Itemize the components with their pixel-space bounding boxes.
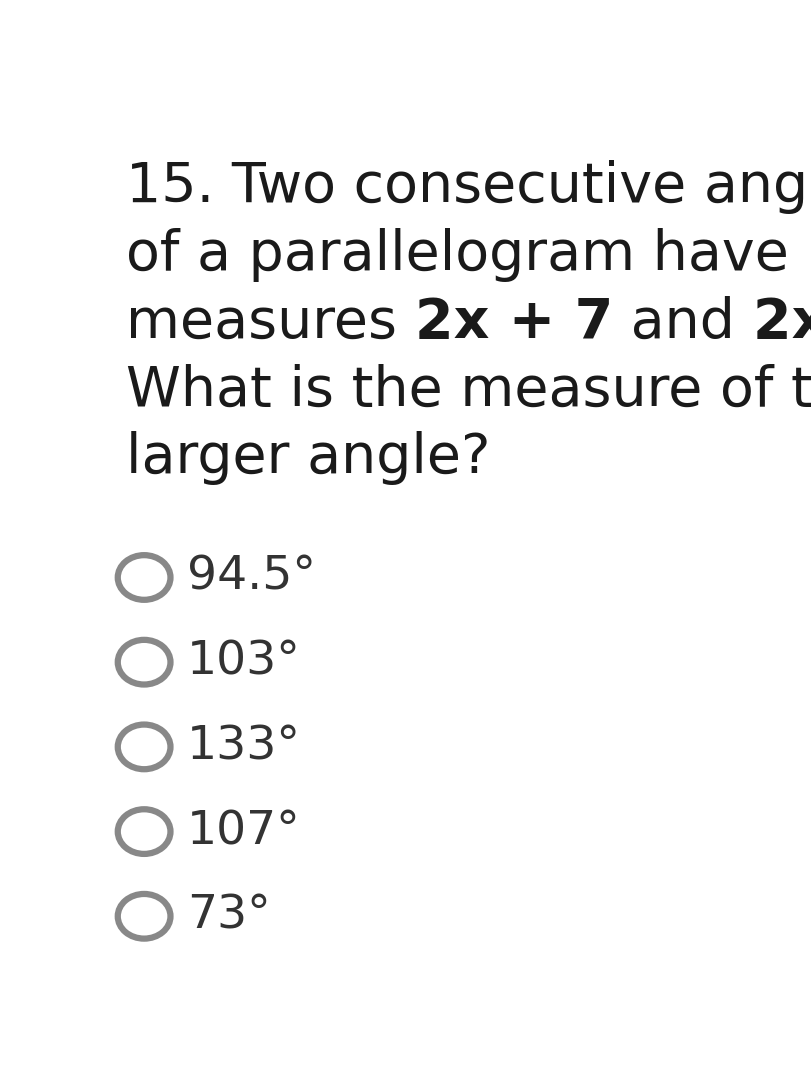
- Text: 107°: 107°: [187, 809, 300, 854]
- Text: measures: measures: [127, 296, 414, 349]
- Text: 2x – 2: 2x – 2: [752, 296, 811, 349]
- Text: 73°: 73°: [187, 893, 270, 939]
- Text: What is the measure of the: What is the measure of the: [127, 364, 811, 417]
- Text: larger angle?: larger angle?: [127, 431, 490, 485]
- Text: and: and: [612, 296, 752, 349]
- Text: 94.5°: 94.5°: [187, 555, 315, 600]
- Text: 15. Two consecutive angles: 15. Two consecutive angles: [127, 161, 811, 214]
- Text: 133°: 133°: [187, 724, 300, 770]
- Text: of a parallelogram have: of a parallelogram have: [127, 228, 788, 282]
- Text: 103°: 103°: [187, 640, 300, 685]
- Text: 2x + 7: 2x + 7: [414, 296, 612, 349]
